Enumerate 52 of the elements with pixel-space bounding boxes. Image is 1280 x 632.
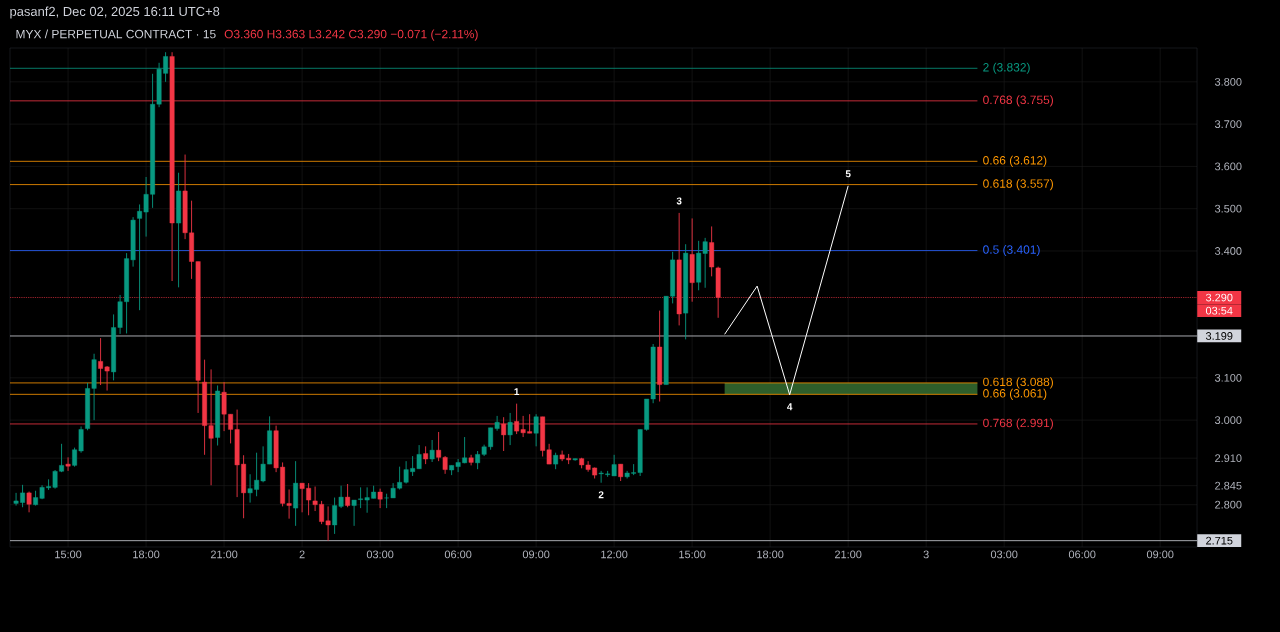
x-tick-label: 09:00	[1146, 550, 1174, 559]
candlestick	[65, 456, 71, 472]
ref-line-label: 0.618 (3.557)	[983, 179, 1053, 191]
annotation: 1	[514, 388, 520, 396]
x-tick-label: 21:00	[835, 550, 862, 559]
text: 03:54	[1205, 306, 1233, 315]
x-tick-label: 06:00	[444, 550, 472, 559]
ref-line-label: 0.768 (2.991)	[983, 418, 1053, 430]
chart-title: MYX / PERPETUAL CONTRACT · 15	[16, 29, 216, 39]
ref-line-label: 2.715	[1206, 536, 1233, 545]
y-tick-label: 3.000	[1214, 416, 1242, 425]
x-tick-label: 18:00	[757, 550, 784, 559]
x-tick-label: 03:00	[990, 550, 1018, 559]
text: pasanf2, Dec 02, 2025 16:11 UTC+8	[10, 6, 220, 19]
ref-line-label: 2 (3.832)	[983, 62, 1030, 74]
y-tick-label: 3.700	[1214, 120, 1242, 128]
y-tick-label: 3.500	[1214, 204, 1242, 213]
annotation: 2	[598, 491, 604, 499]
y-tick-label: 3.400	[1214, 247, 1242, 255]
x-tick-label: 21:00	[210, 550, 238, 559]
x-tick-label: 09:00	[522, 550, 550, 559]
y-tick-label: 3.100	[1214, 373, 1242, 382]
candlestick	[533, 413, 539, 447]
ref-line-label: 3.199	[1205, 332, 1233, 340]
x-tick-label: 03:00	[366, 550, 394, 559]
ref-line-label: 3.290	[1205, 293, 1233, 302]
ref-line-label: 0.618 (3.088)	[983, 377, 1053, 389]
candlestick	[377, 488, 383, 509]
annotation: 3	[676, 197, 682, 205]
line-series	[724, 185, 849, 396]
x-tick-label: 15:00	[55, 550, 82, 559]
chart-subtitle: O3.360 H3.363 L3.242 C3.290 −0.071 (−2.11%)	[224, 29, 478, 41]
x-tick-label: 15:00	[679, 550, 706, 559]
x-tick-label: 06:00	[1068, 550, 1096, 559]
candlestick	[429, 439, 435, 463]
ref-line-label: 0.66 (3.061)	[983, 388, 1047, 400]
candlestick	[345, 483, 351, 508]
ref-line-label: 0.66 (3.612)	[983, 155, 1047, 167]
y-tick-label: 2.910	[1215, 454, 1242, 463]
y-tick-label: 3.800	[1214, 77, 1242, 86]
y-tick-label: 2.845	[1215, 481, 1242, 490]
annotation: 5	[845, 170, 851, 178]
candlestick	[507, 412, 513, 446]
x-tick-label: 18:00	[133, 550, 160, 559]
x-tick-label: 2	[299, 550, 305, 559]
y-tick-label: 3.600	[1214, 162, 1242, 171]
ref-line-label: 0.5 (3.401)	[983, 244, 1040, 257]
x-tick-label: 3	[923, 550, 929, 559]
x-tick-label: 12:00	[601, 550, 628, 559]
ref-line-label: 0.768 (3.755)	[983, 95, 1053, 107]
annotation: 4	[787, 403, 793, 411]
y-tick-label: 2.800	[1215, 500, 1242, 509]
